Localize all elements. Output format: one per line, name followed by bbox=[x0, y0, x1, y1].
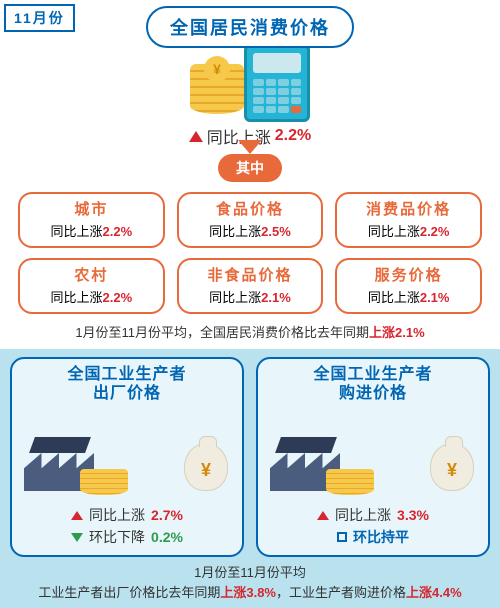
summary-line2: 工业生产者出厂价格比去年同期上涨3.8%，工业生产者购进价格上涨4.4% bbox=[10, 583, 490, 603]
ppi-section: 全国工业生产者出厂价格 ¥ 同比上涨 2.7% 环比下降 0.2% 全国工业生产者购… bbox=[0, 349, 500, 608]
panel-producer-price: 全国工业生产者出厂价格 ¥ 同比上涨 2.7% 环比下降 0.2% bbox=[10, 357, 244, 557]
top-summary: 1月份至11月份平均，全国居民消费价格比去年同期上涨2.1% bbox=[0, 318, 500, 345]
cat-label: 食品价格 bbox=[179, 198, 322, 219]
cat-service: 服务价格 同比上涨2.1% bbox=[335, 258, 482, 314]
calculator-icon bbox=[244, 44, 310, 122]
metric-prefix: 环比下降 bbox=[89, 527, 145, 547]
main-title: 全国居民消费价格 bbox=[170, 14, 330, 40]
panel-title: 全国工业生产者出厂价格 bbox=[18, 365, 236, 403]
metric-prefix: 同比上涨 bbox=[89, 505, 145, 525]
cat-prefix: 同比上涨 bbox=[368, 290, 420, 305]
cat-label: 消费品价格 bbox=[337, 198, 480, 219]
triangle-up-icon bbox=[189, 131, 203, 142]
factory-illustration: ¥ bbox=[264, 407, 482, 499]
cat-label: 服务价格 bbox=[337, 264, 480, 285]
factory-illustration: ¥ bbox=[18, 407, 236, 499]
metric-mom: 环比下降 0.2% bbox=[18, 527, 236, 547]
cat-prefix: 同比上涨 bbox=[368, 224, 420, 239]
category-grid: 城市 同比上涨2.2% 食品价格 同比上涨2.5% 消费品价格 同比上涨2.2%… bbox=[0, 186, 500, 318]
triangle-up-icon bbox=[317, 511, 329, 520]
metric-prefix: 环比持平 bbox=[353, 527, 409, 547]
cat-label: 城市 bbox=[20, 198, 163, 219]
square-flat-icon bbox=[337, 532, 347, 542]
cat-pct: 2.1% bbox=[261, 290, 291, 305]
cat-nonfood: 非食品价格 同比上涨2.1% bbox=[177, 258, 324, 314]
metric-pct: 3.3% bbox=[397, 507, 429, 523]
cat-prefix: 同比上涨 bbox=[51, 224, 103, 239]
cat-prefix: 同比上涨 bbox=[209, 224, 261, 239]
coins-icon bbox=[80, 469, 128, 495]
summary-em: 上涨2.1% bbox=[369, 325, 425, 340]
moneybag-icon: ¥ bbox=[184, 443, 228, 491]
cat-consumer-goods: 消费品价格 同比上涨2.2% bbox=[335, 192, 482, 248]
panel-purchase-price: 全国工业生产者购进价格 ¥ 同比上涨 3.3% 环比持平 bbox=[256, 357, 490, 557]
triangle-up-icon bbox=[71, 511, 83, 520]
metric-yoy: 同比上涨 2.7% bbox=[18, 505, 236, 525]
cat-city: 城市 同比上涨2.2% bbox=[18, 192, 165, 248]
cat-pct: 2.2% bbox=[103, 224, 133, 239]
coin-stack-icon: ¥ bbox=[190, 64, 244, 114]
cat-food: 食品价格 同比上涨2.5% bbox=[177, 192, 324, 248]
cat-rural: 农村 同比上涨2.2% bbox=[18, 258, 165, 314]
cat-pct: 2.5% bbox=[261, 224, 291, 239]
bottom-summary: 1月份至11月份平均 工业生产者出厂价格比去年同期上涨3.8%，工业生产者购进价… bbox=[10, 563, 490, 602]
moneybag-icon: ¥ bbox=[430, 443, 474, 491]
coins-icon bbox=[326, 469, 374, 495]
cat-label: 非食品价格 bbox=[179, 264, 322, 285]
cat-label: 农村 bbox=[20, 264, 163, 285]
hero-illustration: ¥ bbox=[190, 52, 310, 122]
main-title-box: 全国居民消费价格 bbox=[146, 6, 354, 48]
summary-text: 1月份至11月份平均，全国居民消费价格比去年同期 bbox=[75, 325, 369, 340]
metric-yoy: 同比上涨 3.3% bbox=[264, 505, 482, 525]
metric-pct: 0.2% bbox=[151, 529, 183, 545]
metric-prefix: 同比上涨 bbox=[335, 505, 391, 525]
panel-title: 全国工业生产者购进价格 bbox=[264, 365, 482, 403]
triangle-down-icon bbox=[71, 533, 83, 542]
cat-pct: 2.2% bbox=[420, 224, 450, 239]
summary-line1: 1月份至11月份平均 bbox=[10, 563, 490, 583]
cpi-section: 全国居民消费价格 ¥ 同比上涨2.2% 其中 城市 同比上涨2.2% 食品价格 … bbox=[0, 0, 500, 345]
mid-tag-label: 其中 bbox=[218, 154, 282, 182]
cat-pct: 2.1% bbox=[420, 290, 450, 305]
panel-row: 全国工业生产者出厂价格 ¥ 同比上涨 2.7% 环比下降 0.2% 全国工业生产者购… bbox=[10, 357, 490, 557]
cat-pct: 2.2% bbox=[103, 290, 133, 305]
mid-tag: 其中 bbox=[0, 154, 500, 182]
arrow-down-icon bbox=[238, 140, 262, 154]
metric-mom: 环比持平 bbox=[264, 527, 482, 547]
cat-prefix: 同比上涨 bbox=[209, 290, 261, 305]
metric-pct: 2.7% bbox=[151, 507, 183, 523]
cat-prefix: 同比上涨 bbox=[51, 290, 103, 305]
headline-pct: 2.2% bbox=[275, 127, 311, 145]
